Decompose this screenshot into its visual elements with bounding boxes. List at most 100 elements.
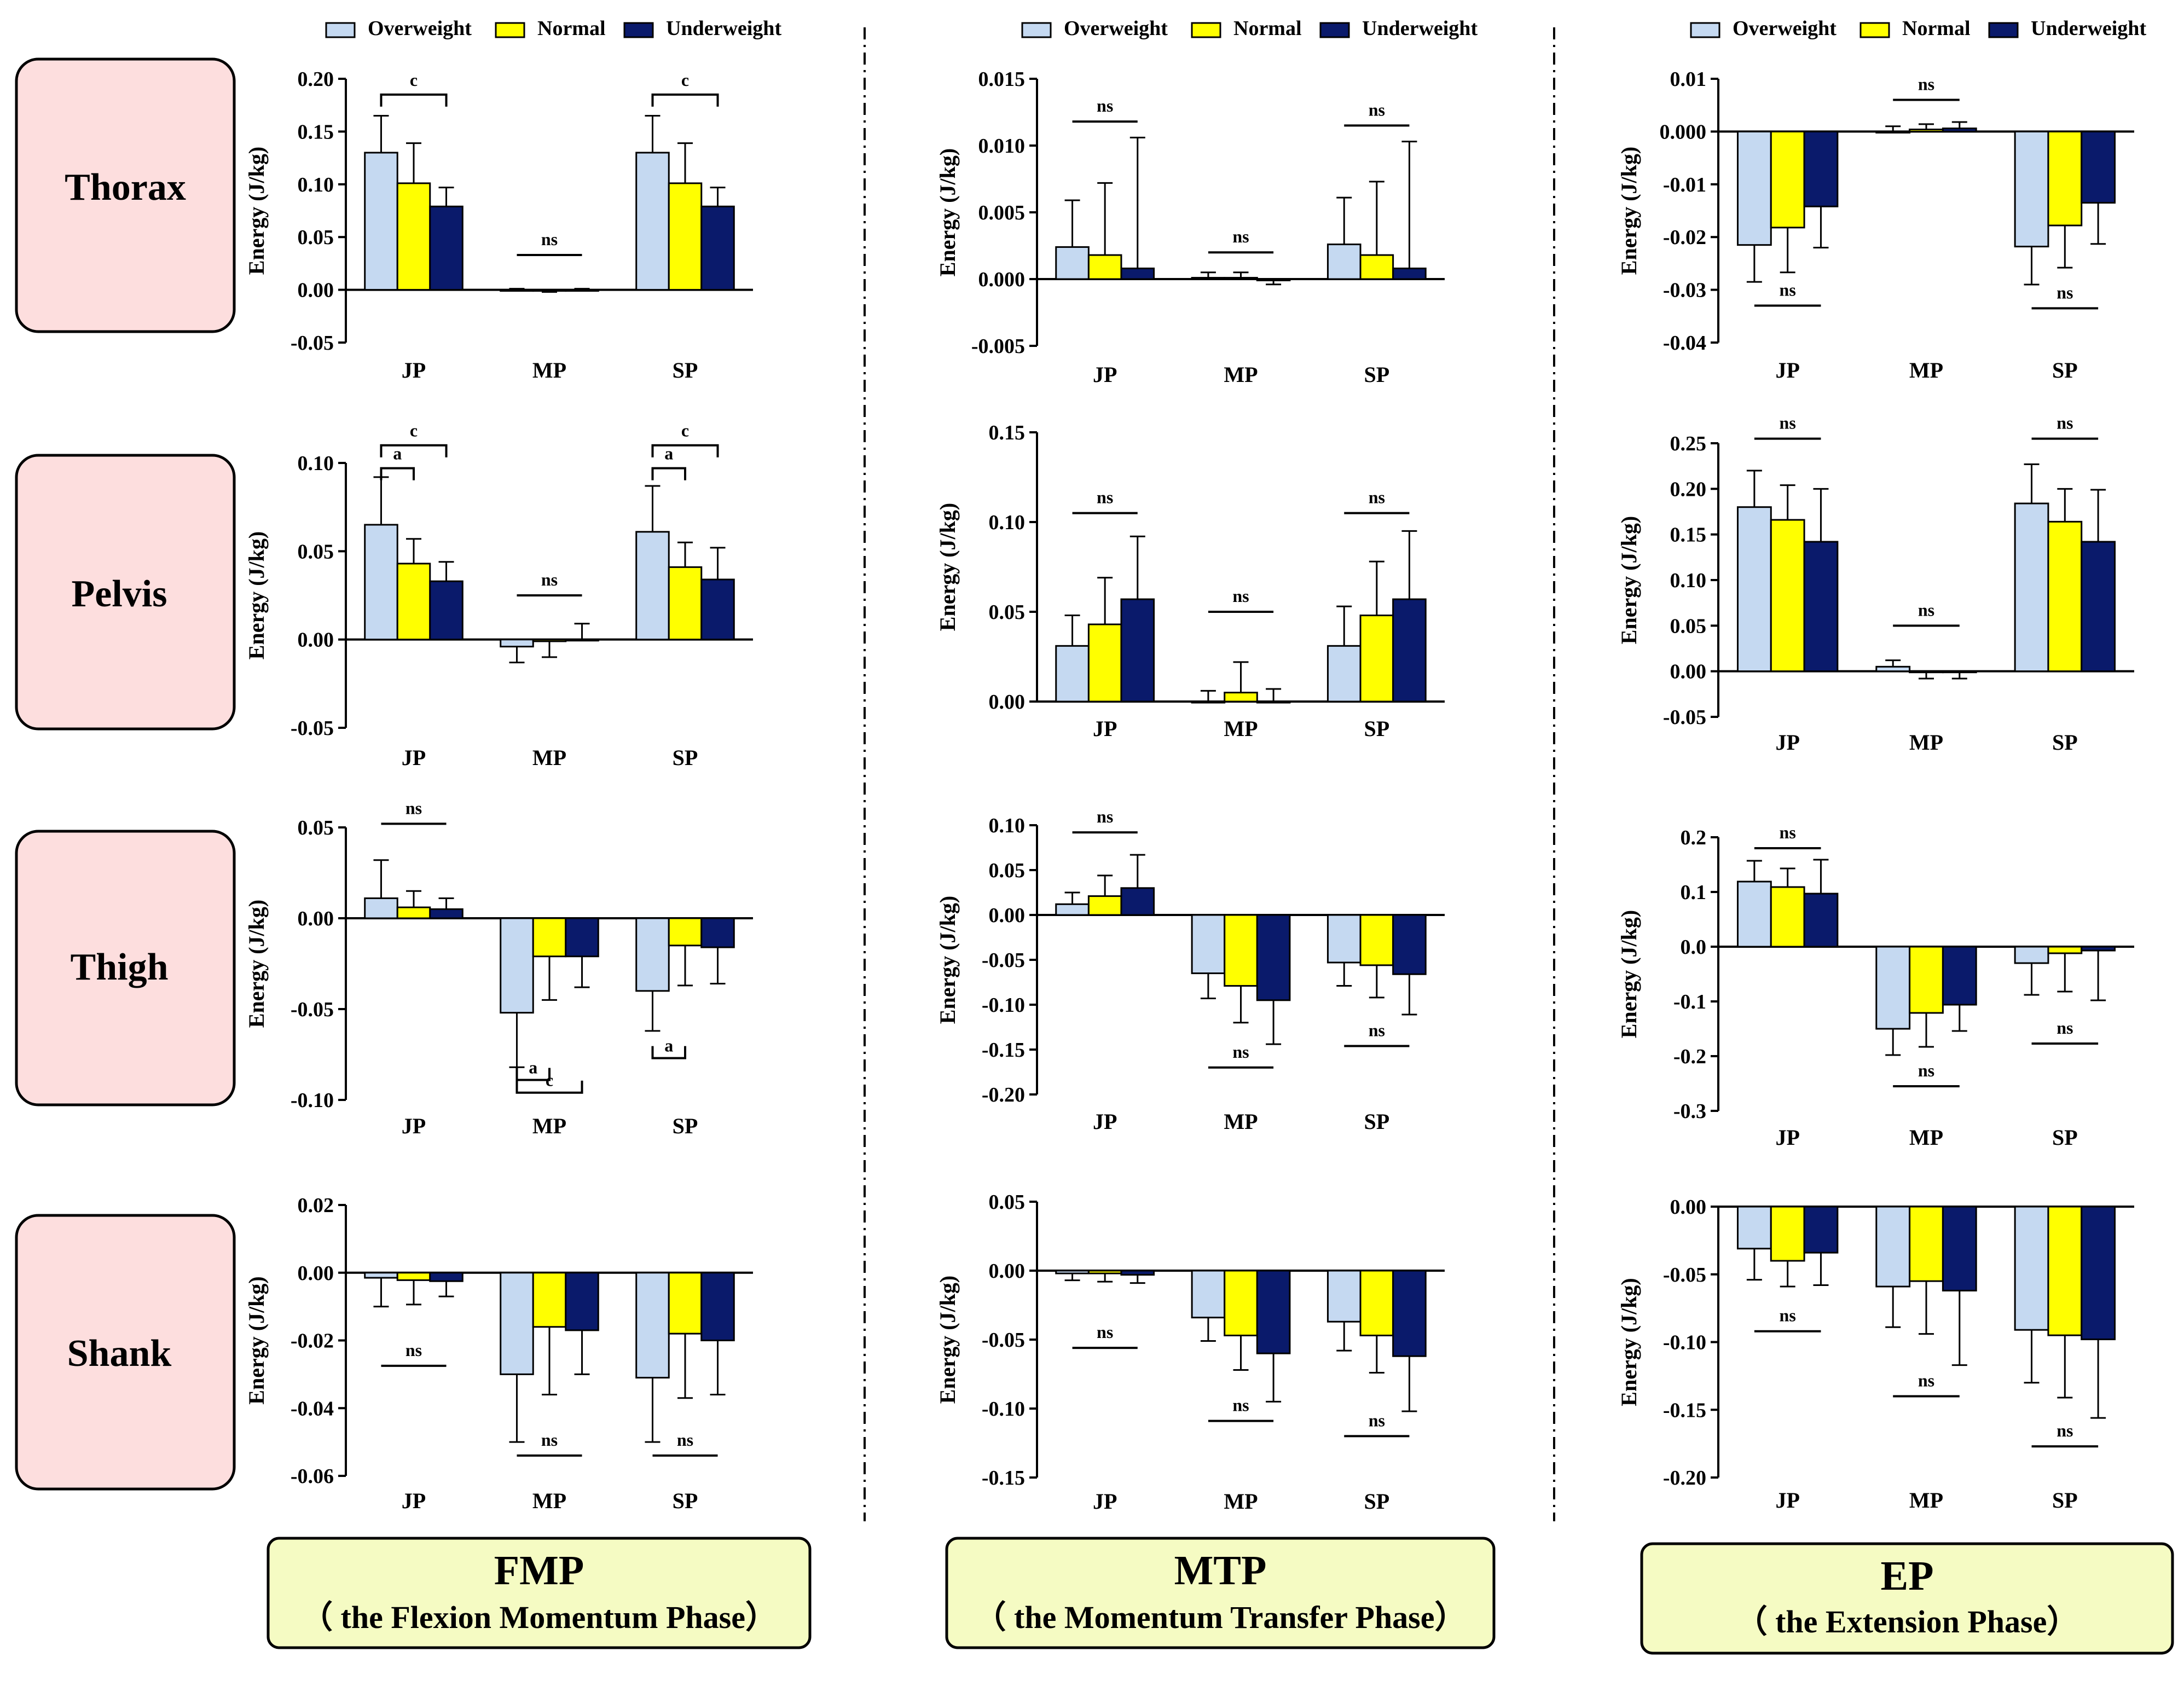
x-tick-label: SP (2052, 1488, 2078, 1513)
bar-underweight-mp (1942, 946, 1977, 1006)
x-tick-label: JP (1775, 358, 1799, 383)
significance-label: ns (1232, 586, 1249, 606)
bar-overweight-sp (2014, 946, 2049, 964)
y-tick-label: 0.02 (298, 1194, 334, 1217)
significance-label: ns (1232, 227, 1249, 246)
x-tick-label: SP (673, 358, 698, 383)
bar-normal-mp (1909, 1206, 1944, 1282)
significance-bracket (651, 444, 719, 457)
y-tick-label: 0.05 (298, 540, 334, 563)
legend-label-underweight: Underweight (666, 17, 781, 40)
y-tick-label: -0.20 (1663, 1467, 1706, 1490)
chart-thorax_mtp: -0.005 0.000 0.005 0.010 0.015 Energy (J/kg) J… (935, 68, 1445, 387)
bar-normal-sp (668, 182, 703, 291)
chart-shank_mtp: -0.15 -0.10 -0.05 0.00 0.05 Energy (J/kg) JP MP… (935, 1191, 1445, 1514)
y-tick-label: 0.2 (1681, 826, 1707, 849)
x-tick-label: SP (2052, 1125, 2078, 1150)
bar-underweight-jp (1803, 893, 1839, 948)
bar-underweight-sp (2081, 541, 2116, 673)
x-tick-label: MP (1224, 1489, 1258, 1514)
y-tick-label: -0.05 (291, 998, 334, 1021)
bar-normal-mp (1224, 277, 1258, 280)
y-tick-label: -0.04 (1663, 332, 1706, 355)
y-tick-label: 0.15 (989, 421, 1026, 444)
bar-overweight-mp (1191, 700, 1226, 704)
bar-underweight-sp (1392, 267, 1427, 280)
bar-underweight-mp (565, 917, 599, 958)
y-tick-label: 0.015 (978, 68, 1026, 91)
phase-box-ep (1640, 1542, 2174, 1655)
bar-underweight-jp (429, 1272, 464, 1282)
bar-normal-jp (1770, 886, 1805, 948)
legend-swatch-overweight (1690, 22, 1720, 38)
significance-label: ns (1097, 96, 1113, 115)
x-tick-label: JP (1775, 730, 1799, 755)
legends: Overweight Normal Underweight Overweight Nor… (325, 17, 2146, 40)
static-layer: Thorax Pelvis Thigh Shank FMP （ the Flex… (15, 27, 2174, 1655)
y-tick-label: 0.005 (978, 201, 1026, 224)
y-tick-label: -0.04 (291, 1397, 334, 1420)
significance-label: ns (1780, 1306, 1796, 1325)
y-tick-label: 0.01 (1670, 68, 1707, 91)
bar-normal-sp (1359, 914, 1394, 966)
legend-swatch-overweight (1021, 22, 1052, 38)
y-tick-label: 0.1 (1681, 881, 1707, 904)
bar-overweight-jp (1055, 903, 1090, 916)
chart-thorax_fmp: -0.05 0.00 0.05 0.10 0.15 0.20 Energy (J/kg) JP… (244, 68, 753, 383)
y-tick-label: 0.000 (978, 268, 1026, 291)
significance-label: ns (1780, 413, 1796, 433)
bar-underweight-mp (1256, 700, 1291, 704)
bar-underweight-sp (2081, 130, 2116, 204)
bar-normal-mp (1224, 914, 1258, 987)
x-tick-label: MP (1224, 1109, 1258, 1134)
significance-label: ns (2056, 413, 2073, 433)
bar-overweight-jp (364, 152, 398, 291)
y-tick-label: 0.05 (298, 226, 334, 249)
significance-label: ns (405, 798, 422, 818)
y-tick-label: -0.02 (1663, 226, 1706, 249)
legend-swatch-normal (1859, 22, 1890, 38)
significance-label: ns (2056, 1421, 2073, 1440)
bar-overweight-mp (500, 917, 534, 1014)
y-tick-label: -0.05 (291, 717, 334, 740)
bar-overweight-sp (1326, 244, 1362, 280)
significance-label: a (393, 444, 402, 463)
y-tick-label: -0.15 (982, 1467, 1025, 1490)
y-tick-label: -0.03 (1663, 279, 1706, 302)
y-tick-label: 0.00 (298, 907, 334, 930)
phase-subtitle-fmp: （ the Flexion Momentum Phase） (301, 1600, 777, 1635)
significance-bracket (380, 93, 448, 107)
x-tick-label: MP (1224, 362, 1258, 387)
y-tick-label: 0.00 (989, 1260, 1026, 1283)
bar-underweight-jp (429, 908, 464, 919)
chart-thorax_ep: -0.04 -0.03 -0.02 -0.01 0.000 0.01 Energy (J/k… (1617, 68, 2134, 383)
bar-overweight-jp (1055, 645, 1090, 703)
y-tick-label: 0.10 (298, 173, 334, 196)
x-tick-label: MP (1909, 358, 1943, 383)
x-tick-label: SP (673, 1114, 698, 1138)
region-label-shank: Shank (67, 1332, 172, 1375)
significance-label: ns (677, 1430, 693, 1450)
x-tick-label: SP (1364, 1109, 1389, 1134)
y-axis-label: Energy (J/kg) (244, 900, 269, 1028)
bar-overweight-jp (364, 897, 398, 919)
bar-underweight-sp (2081, 946, 2116, 952)
bar-normal-sp (2047, 1206, 2083, 1336)
bar-normal-mp (532, 289, 567, 292)
x-tick-label: MP (532, 1488, 566, 1513)
phase-title-ep: EP (1880, 1553, 1933, 1599)
significance-label: c (546, 1070, 553, 1090)
significance-bracket (651, 93, 719, 107)
bar-normal-sp (1359, 615, 1394, 703)
bar-underweight-sp (1392, 914, 1427, 975)
bar-normal-jp (396, 1272, 431, 1281)
region-label-thorax: Thorax (65, 166, 186, 208)
y-tick-label: 0.05 (989, 859, 1026, 882)
significance-bracket (380, 444, 448, 457)
bar-overweight-jp (1055, 246, 1090, 280)
y-axis-label: Energy (J/kg) (935, 1276, 960, 1404)
bar-underweight-jp (429, 205, 464, 291)
bar-normal-jp (396, 563, 431, 641)
bar-overweight-mp (1875, 1206, 1911, 1288)
